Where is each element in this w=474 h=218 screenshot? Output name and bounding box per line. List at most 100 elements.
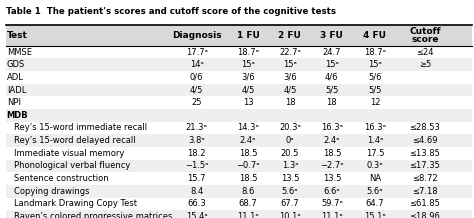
Bar (6, 185, 472, 198)
Text: 0.3ᵃ: 0.3ᵃ (366, 161, 383, 170)
Text: 10.1ᵃ: 10.1ᵃ (279, 212, 301, 218)
Text: IADL: IADL (7, 85, 26, 95)
Bar (6, 198, 472, 210)
Text: 18.7ᵃ: 18.7ᵃ (364, 48, 386, 57)
Text: 22.7ᵃ: 22.7ᵃ (279, 48, 301, 57)
Text: Rey’s 15-word delayed recall: Rey’s 15-word delayed recall (14, 136, 136, 145)
Text: 17.5: 17.5 (366, 149, 384, 158)
Text: −0.7ᵃ: −0.7ᵃ (236, 161, 260, 170)
Text: 12: 12 (370, 98, 380, 107)
Bar (6, 71, 472, 84)
Text: 64.7: 64.7 (365, 199, 384, 208)
Text: ≤28.53: ≤28.53 (410, 123, 440, 133)
Text: 13: 13 (243, 98, 253, 107)
Text: Landmark Drawing Copy Test: Landmark Drawing Copy Test (14, 199, 137, 208)
Bar (6, 147, 472, 160)
Text: ≤13.85: ≤13.85 (410, 149, 440, 158)
Bar (6, 172, 472, 185)
Text: 15ᵃ: 15ᵃ (241, 60, 255, 69)
Text: Immediate visual memory: Immediate visual memory (14, 149, 125, 158)
Bar (6, 210, 472, 218)
Text: 1.4ᵃ: 1.4ᵃ (367, 136, 383, 145)
Text: 20.5: 20.5 (281, 149, 299, 158)
Text: 2 FU: 2 FU (279, 31, 301, 40)
Text: 21.3ᵃ: 21.3ᵃ (186, 123, 208, 133)
Text: 3/6: 3/6 (241, 73, 255, 82)
Text: −1.5ᵃ: −1.5ᵃ (185, 161, 209, 170)
Text: 16.3ᵃ: 16.3ᵃ (321, 123, 343, 133)
Bar (6, 25, 472, 46)
Bar (6, 96, 472, 109)
Text: 24.7: 24.7 (323, 48, 341, 57)
Text: 2.4ᵃ: 2.4ᵃ (240, 136, 256, 145)
Text: 4/5: 4/5 (241, 85, 255, 95)
Text: 8.6: 8.6 (241, 187, 255, 196)
Bar (6, 46, 472, 58)
Text: 68.7: 68.7 (238, 199, 257, 208)
Text: NA: NA (369, 174, 381, 183)
Text: 3 FU: 3 FU (320, 31, 343, 40)
Text: 8.4: 8.4 (190, 187, 203, 196)
Text: GDS: GDS (7, 60, 25, 69)
Bar (6, 84, 472, 96)
Text: 5/5: 5/5 (368, 85, 382, 95)
Text: 18: 18 (327, 98, 337, 107)
Text: Sentence construction: Sentence construction (14, 174, 109, 183)
Text: ≤4.69: ≤4.69 (412, 136, 438, 145)
Text: ≥5: ≥5 (419, 60, 431, 69)
Text: Test: Test (7, 31, 27, 40)
Text: 4/6: 4/6 (325, 73, 338, 82)
Text: NPI: NPI (7, 98, 21, 107)
Text: 18.2: 18.2 (188, 149, 206, 158)
Text: 11.1ᵃ: 11.1ᵃ (321, 212, 343, 218)
Bar (6, 109, 472, 122)
Text: 59.7ᵃ: 59.7ᵃ (321, 199, 343, 208)
Text: Rey’s 15-word immediate recall: Rey’s 15-word immediate recall (14, 123, 147, 133)
Text: 67.7: 67.7 (281, 199, 299, 208)
Text: Diagnosis: Diagnosis (172, 31, 221, 40)
Text: 13.5: 13.5 (323, 174, 341, 183)
Text: Table 1  The patient's scores and cutoff score of the cognitive tests: Table 1 The patient's scores and cutoff … (6, 7, 336, 15)
Text: 18: 18 (284, 98, 295, 107)
Text: Cutoff: Cutoff (409, 27, 441, 36)
Bar (6, 122, 472, 134)
Bar (6, 134, 472, 147)
Text: 1 FU: 1 FU (237, 31, 259, 40)
Text: 3.8ᵃ: 3.8ᵃ (188, 136, 205, 145)
Text: 5/6: 5/6 (368, 73, 382, 82)
Text: 4/5: 4/5 (190, 85, 203, 95)
Text: 2.4ᵃ: 2.4ᵃ (324, 136, 340, 145)
Text: 5.6ᵃ: 5.6ᵃ (282, 187, 298, 196)
Text: 16.3ᵃ: 16.3ᵃ (364, 123, 386, 133)
Text: ADL: ADL (7, 73, 24, 82)
Text: 0ᵃ: 0ᵃ (286, 136, 294, 145)
Text: score: score (411, 35, 439, 44)
Text: 5/5: 5/5 (325, 85, 338, 95)
Text: ≤17.35: ≤17.35 (410, 161, 440, 170)
Text: MDB: MDB (7, 111, 28, 120)
Text: ≤18.96: ≤18.96 (410, 212, 440, 218)
Text: 18.5: 18.5 (323, 149, 341, 158)
Text: ≤61.85: ≤61.85 (410, 199, 440, 208)
Text: Copying drawings: Copying drawings (14, 187, 90, 196)
Text: 15.1ᵃ: 15.1ᵃ (364, 212, 386, 218)
Text: 14.3ᵃ: 14.3ᵃ (237, 123, 259, 133)
Text: 5.6ᵃ: 5.6ᵃ (366, 187, 383, 196)
Text: 11.1ᵃ: 11.1ᵃ (237, 212, 259, 218)
Text: 13.5: 13.5 (281, 174, 299, 183)
Text: 1.3ᵃ: 1.3ᵃ (282, 161, 298, 170)
Text: 15.7: 15.7 (188, 174, 206, 183)
Text: 0/6: 0/6 (190, 73, 203, 82)
Bar (6, 160, 472, 172)
Text: 14ᵃ: 14ᵃ (190, 60, 204, 69)
Text: ≤8.72: ≤8.72 (412, 174, 438, 183)
Text: 18.7ᵃ: 18.7ᵃ (237, 48, 259, 57)
Text: 18.5: 18.5 (239, 149, 257, 158)
Text: MMSE: MMSE (7, 48, 32, 57)
Text: 20.3ᵃ: 20.3ᵃ (279, 123, 301, 133)
Text: 25: 25 (191, 98, 202, 107)
Bar (6, 58, 472, 71)
Text: 17.7ᵃ: 17.7ᵃ (186, 48, 208, 57)
Text: 66.3: 66.3 (187, 199, 206, 208)
Text: Raven’s colored progressive matrices: Raven’s colored progressive matrices (14, 212, 173, 218)
